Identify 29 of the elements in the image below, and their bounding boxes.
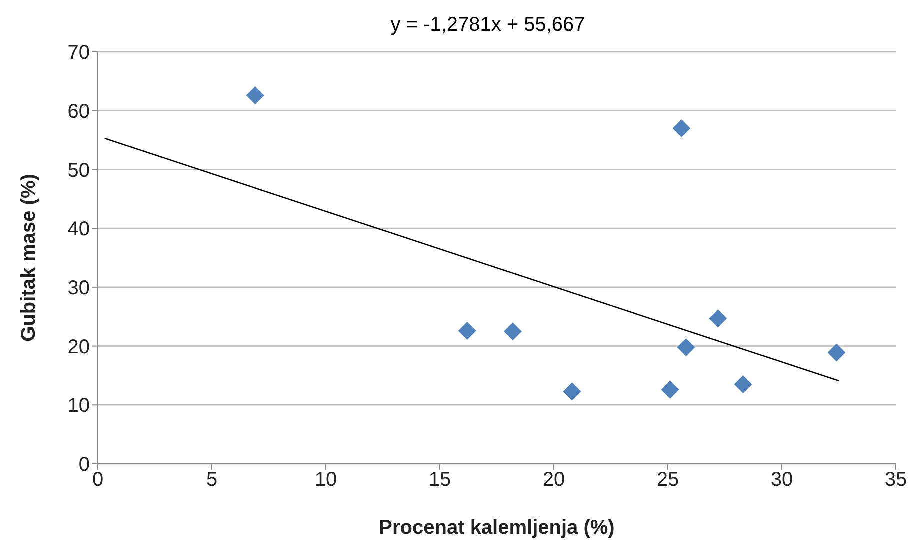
x-tick-label: 35 bbox=[884, 469, 908, 492]
point bbox=[828, 344, 846, 362]
x-tick-label: 10 bbox=[314, 469, 338, 492]
y-tick-label: 30 bbox=[68, 278, 90, 300]
y-axis-title: Gubitak mase (%) bbox=[18, 174, 40, 342]
y-tick-label: 10 bbox=[68, 395, 90, 418]
y-tick-label: 50 bbox=[68, 160, 90, 182]
point bbox=[709, 310, 728, 328]
x-tick-label: 25 bbox=[656, 469, 680, 492]
point bbox=[246, 86, 264, 105]
point bbox=[504, 322, 522, 341]
point bbox=[677, 338, 696, 356]
point bbox=[734, 376, 752, 394]
y-tick-label: 20 bbox=[68, 336, 90, 358]
x-tick-label: 15 bbox=[428, 469, 452, 492]
y-tick-label: 60 bbox=[68, 100, 90, 123]
y-tick-label: 40 bbox=[68, 218, 90, 241]
point bbox=[661, 380, 680, 399]
y-tick-label: 0 bbox=[78, 454, 90, 476]
point bbox=[563, 382, 582, 401]
x-tick-label: 0 bbox=[92, 469, 104, 492]
y-tick-label: 70 bbox=[68, 42, 90, 64]
x-tick-label: 20 bbox=[542, 469, 566, 492]
x-axis-title: Procenat kalemljenja (%) bbox=[379, 517, 615, 539]
point bbox=[458, 322, 476, 340]
x-tick-label: 30 bbox=[770, 469, 794, 492]
chart-title: y = -1,2781x + 55,667 bbox=[390, 14, 586, 37]
x-tick-label: 5 bbox=[206, 469, 218, 492]
point bbox=[672, 120, 691, 138]
